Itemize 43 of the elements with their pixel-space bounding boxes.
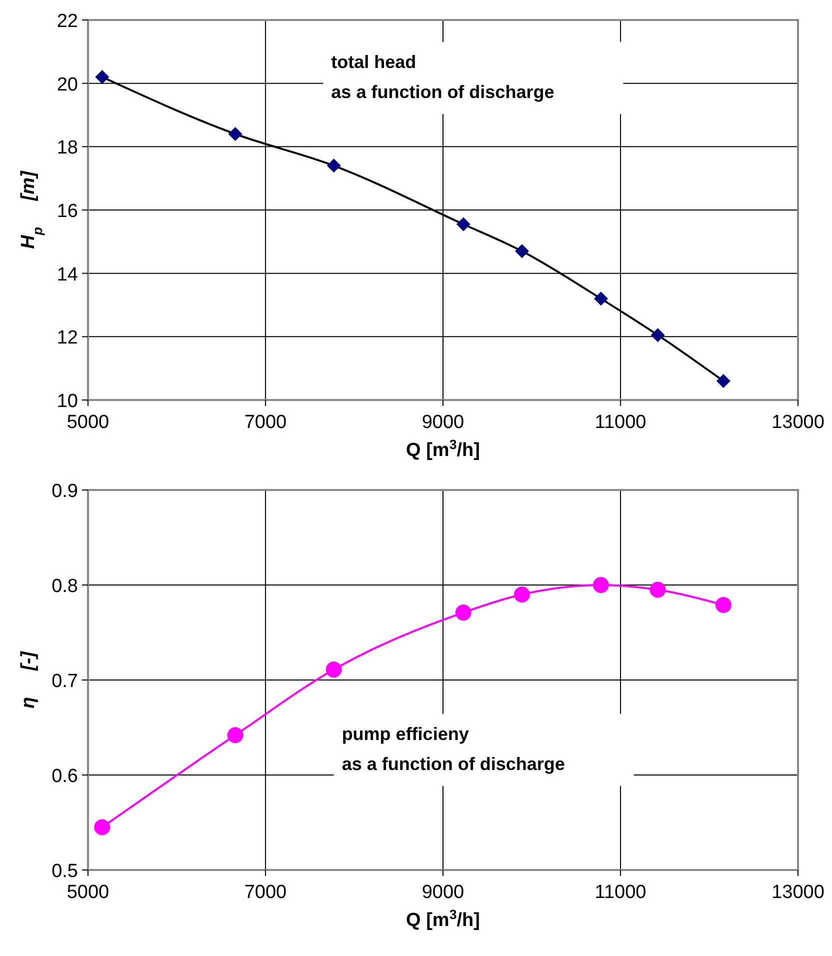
- x-tick-label: 11000: [594, 412, 646, 433]
- point: [95, 70, 110, 84]
- point: [227, 727, 244, 744]
- point: [455, 604, 472, 621]
- y-tick-label: 0.9: [52, 481, 78, 502]
- y-tick-label: 22: [56, 11, 78, 32]
- x-axis-title: Q [m$^{3}$/h]: [406, 436, 480, 461]
- y-tick-label: 10: [56, 391, 78, 412]
- point: [326, 662, 342, 678]
- y-axis-title: η [-]: [18, 650, 39, 708]
- x-axis-title: Q [m$^{3}$/h]: [406, 906, 480, 931]
- annotation: pump efficieny as a function of discharge: [342, 724, 565, 774]
- y-tick-label: 0.5: [52, 861, 78, 882]
- y-tick-label: 18: [56, 138, 78, 159]
- annotation: total head as a function of discharge: [331, 52, 554, 102]
- point: [228, 127, 242, 141]
- x-tick-label: 5000: [66, 412, 110, 433]
- point: [650, 328, 665, 342]
- y-tick-label: 12: [56, 328, 78, 349]
- y-tick-label: 14: [56, 264, 78, 286]
- point: [650, 582, 666, 598]
- point: [514, 586, 530, 602]
- point: [716, 374, 730, 388]
- x-tick-label: 9000: [422, 882, 464, 903]
- point: [592, 577, 609, 593]
- x-tick-label: 7000: [244, 412, 287, 433]
- y-tick-label: 20: [56, 74, 78, 96]
- point: [715, 596, 732, 613]
- point: [94, 819, 110, 836]
- y-tick-label: 0.8: [52, 576, 78, 597]
- point: [456, 217, 470, 232]
- y-tick-label: 16: [56, 201, 78, 222]
- x-tick-label: 9000: [422, 412, 464, 433]
- x-tick-label: 5000: [66, 882, 110, 903]
- x-tick-label: 7000: [244, 882, 287, 903]
- x-tick-label: 11000: [594, 882, 646, 903]
- point: [326, 158, 341, 173]
- y-tick-label: 0.7: [52, 671, 78, 692]
- x-tick-label: 13000: [772, 882, 824, 903]
- point: [514, 244, 529, 258]
- x-tick-label: 13000: [772, 412, 824, 433]
- point: [594, 292, 608, 306]
- y-tick-label: 0.6: [52, 766, 78, 787]
